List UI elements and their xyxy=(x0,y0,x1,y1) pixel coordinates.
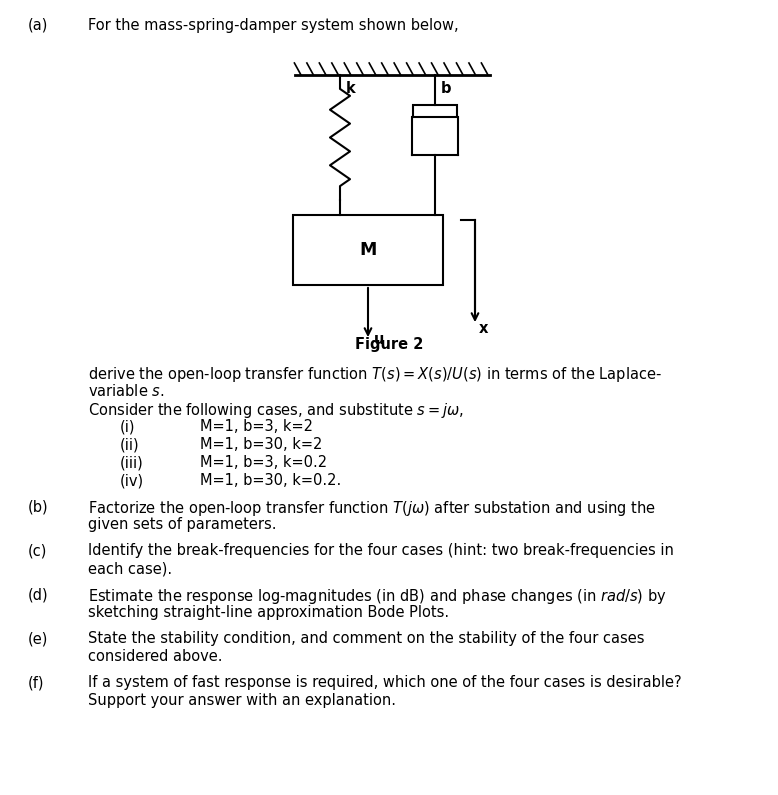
Text: M=1, b=3, k=0.2: M=1, b=3, k=0.2 xyxy=(200,455,327,470)
Text: (e): (e) xyxy=(28,631,48,646)
Text: Factorize the open-loop transfer function $T(j\omega)$ after substation and usin: Factorize the open-loop transfer functio… xyxy=(88,499,656,518)
Text: considered above.: considered above. xyxy=(88,649,223,664)
Text: Figure 2: Figure 2 xyxy=(355,337,423,352)
Text: derive the open-loop transfer function $T(s) = X(s)/U(s)$ in terms of the Laplac: derive the open-loop transfer function $… xyxy=(88,365,662,384)
Text: Estimate the response log-magnitudes (in dB) and phase changes (in $\mathit{rad/: Estimate the response log-magnitudes (in… xyxy=(88,587,667,606)
Text: each case).: each case). xyxy=(88,561,172,576)
Bar xyxy=(293,215,443,285)
Text: M=1, b=30, k=0.2.: M=1, b=30, k=0.2. xyxy=(200,473,342,488)
Text: b: b xyxy=(441,81,451,96)
Text: (iii): (iii) xyxy=(120,455,144,470)
Text: M=1, b=3, k=2: M=1, b=3, k=2 xyxy=(200,419,313,434)
Text: (i): (i) xyxy=(120,419,135,434)
Text: k: k xyxy=(346,81,356,96)
Text: If a system of fast response is required, which one of the four cases is desirab: If a system of fast response is required… xyxy=(88,675,682,690)
Text: Support your answer with an explanation.: Support your answer with an explanation. xyxy=(88,693,396,708)
Text: sketching straight-line approximation Bode Plots.: sketching straight-line approximation Bo… xyxy=(88,605,449,620)
Text: M=1, b=30, k=2: M=1, b=30, k=2 xyxy=(200,437,322,452)
Text: State the stability condition, and comment on the stability of the four cases: State the stability condition, and comme… xyxy=(88,631,644,646)
Text: (b): (b) xyxy=(28,499,48,514)
Text: given sets of parameters.: given sets of parameters. xyxy=(88,517,276,532)
Text: (d): (d) xyxy=(28,587,48,602)
Text: x: x xyxy=(479,321,489,336)
Bar xyxy=(413,105,457,117)
Text: variable $s$.: variable $s$. xyxy=(88,383,164,399)
Text: (iv): (iv) xyxy=(120,473,144,488)
Text: (ii): (ii) xyxy=(120,437,139,452)
Text: Consider the following cases, and substitute $s = j\omega$,: Consider the following cases, and substi… xyxy=(88,401,464,420)
Text: (a): (a) xyxy=(28,18,48,33)
Text: Identify the break-frequencies for the four cases (hint: two break-frequencies i: Identify the break-frequencies for the f… xyxy=(88,543,674,558)
Text: M: M xyxy=(359,241,377,259)
Text: u: u xyxy=(374,332,384,347)
Text: (c): (c) xyxy=(28,543,47,558)
Text: (f): (f) xyxy=(28,675,44,690)
Text: For the mass-spring-damper system shown below,: For the mass-spring-damper system shown … xyxy=(88,18,458,33)
